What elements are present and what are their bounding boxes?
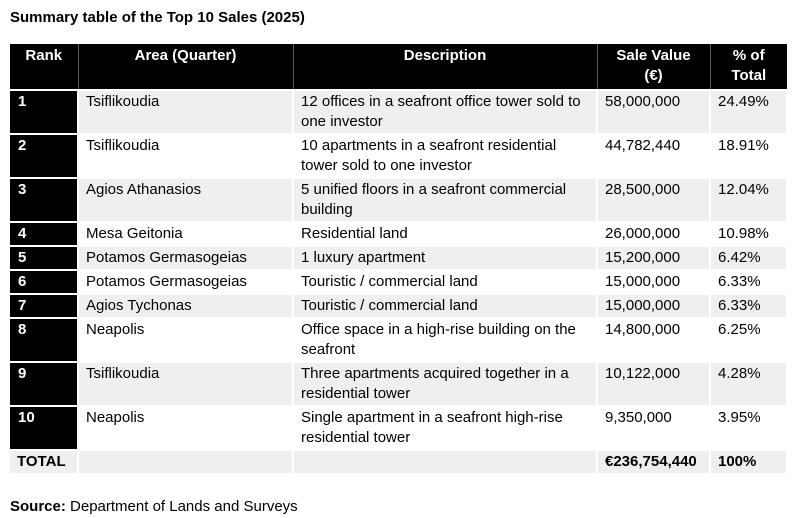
- header-description: Description: [293, 44, 598, 91]
- area-cell: Tsiflikoudia: [78, 90, 294, 135]
- rank-cell: 8: [10, 318, 79, 363]
- description-cell: Touristic / commercial land: [293, 270, 598, 295]
- total-sale-value-cell: €236,754,440: [597, 450, 711, 475]
- source-label: Source:: [10, 498, 66, 515]
- rank-cell: 9: [10, 362, 79, 407]
- rank-cell: 2: [10, 134, 79, 179]
- area-cell: Agios Tychonas: [78, 294, 294, 319]
- sale-value-cell: 15,000,000: [597, 270, 711, 295]
- table-row: 4 Mesa Geitonia Residential land 26,000,000…: [10, 222, 788, 247]
- sale-value-cell: 14,800,000: [597, 318, 711, 363]
- header-pct-line2: Total: [731, 67, 767, 84]
- sale-value-cell: 10,122,000: [597, 362, 711, 407]
- table-row: 2 Tsiflikoudia 10 apartments in a seafront…: [10, 134, 788, 179]
- description-cell: Three apartments acquired together in a …: [293, 362, 598, 407]
- total-pct-cell: 100%: [710, 450, 788, 475]
- header-sale-value-line2: (€): [644, 67, 663, 84]
- pct-cell: 3.95%: [710, 406, 788, 451]
- total-row: TOTAL €236,754,440 100%: [10, 450, 788, 475]
- description-cell: Office space in a high-rise building on …: [293, 318, 598, 363]
- rank-cell: 3: [10, 178, 79, 223]
- total-description-cell: [293, 450, 598, 475]
- sale-value-cell: 15,000,000: [597, 294, 711, 319]
- pct-cell: 10.98%: [710, 222, 788, 247]
- pct-cell: 6.25%: [710, 318, 788, 363]
- area-cell: Potamos Germasogeias: [78, 246, 294, 271]
- table-row: 8 Neapolis Office space in a high-rise bui…: [10, 318, 788, 363]
- sale-value-cell: 26,000,000: [597, 222, 711, 247]
- area-cell: Potamos Germasogeias: [78, 270, 294, 295]
- description-cell: 1 luxury apartment: [293, 246, 598, 271]
- description-cell: Single apartment in a seafront high-rise…: [293, 406, 598, 451]
- rank-cell: 6: [10, 270, 79, 295]
- table-row: 6 Potamos Germasogeias Touristic / commerc…: [10, 270, 788, 295]
- header-sale-value: Sale Value (€): [597, 44, 711, 91]
- area-cell: Tsiflikoudia: [78, 134, 294, 179]
- pct-cell: 4.28%: [710, 362, 788, 407]
- description-cell: 5 unified floors in a seafront commercia…: [293, 178, 598, 223]
- table-row: 3 Agios Athanasios 5 unified floors in a s…: [10, 178, 788, 223]
- sale-value-cell: 9,350,000: [597, 406, 711, 451]
- area-cell: Tsiflikoudia: [78, 362, 294, 407]
- rank-cell: 5: [10, 246, 79, 271]
- header-sale-value-line1: Sale Value: [616, 47, 691, 64]
- area-cell: Mesa Geitonia: [78, 222, 294, 247]
- total-area-cell: [78, 450, 294, 475]
- table-row: 10 Neapolis Single apartment in a seafront…: [10, 406, 788, 451]
- description-cell: 12 offices in a seafront office tower so…: [293, 90, 598, 135]
- page-title: Summary table of the Top 10 Sales (2025): [10, 9, 305, 26]
- rank-cell: 7: [10, 294, 79, 319]
- table-row: 1 Tsiflikoudia 12 offices in a seafront of…: [10, 90, 788, 135]
- total-label-cell: TOTAL: [10, 450, 79, 475]
- header-rank: Rank: [10, 44, 79, 91]
- pct-cell: 6.33%: [710, 294, 788, 319]
- sale-value-cell: 28,500,000: [597, 178, 711, 223]
- pct-cell: 18.91%: [710, 134, 788, 179]
- sale-value-cell: 15,200,000: [597, 246, 711, 271]
- source-note: Source: Department of Lands and Surveys: [10, 497, 800, 516]
- pct-cell: 6.42%: [710, 246, 788, 271]
- description-cell: Touristic / commercial land: [293, 294, 598, 319]
- sale-value-cell: 58,000,000: [597, 90, 711, 135]
- description-cell: 10 apartments in a seafront residential …: [293, 134, 598, 179]
- pct-cell: 6.33%: [710, 270, 788, 295]
- table-row: 7 Agios Tychonas Touristic / commercial la…: [10, 294, 788, 319]
- rank-cell: 10: [10, 406, 79, 451]
- pct-cell: 24.49%: [710, 90, 788, 135]
- header-row: Rank Area (Quarter) Description Sale Val…: [10, 44, 787, 91]
- rank-cell: 1: [10, 90, 79, 135]
- area-cell: Neapolis: [78, 318, 294, 363]
- table-row: 9 Tsiflikoudia Three apartments acquired t…: [10, 362, 788, 407]
- header-area: Area (Quarter): [78, 44, 294, 91]
- description-cell: Residential land: [293, 222, 598, 247]
- pct-cell: 12.04%: [710, 178, 788, 223]
- top-10-sales-table: Rank Area (Quarter) Description Sale Val…: [10, 44, 788, 475]
- source-text: Department of Lands and Surveys: [65, 498, 298, 515]
- header-pct-line1: % of: [732, 47, 765, 64]
- area-cell: Agios Athanasios: [78, 178, 294, 223]
- rank-cell: 4: [10, 222, 79, 247]
- table-row: 5 Potamos Germasogeias 1 luxury apartment 1…: [10, 246, 788, 271]
- header-pct-of-total: % of Total: [710, 44, 787, 91]
- area-cell: Neapolis: [78, 406, 294, 451]
- sale-value-cell: 44,782,440: [597, 134, 711, 179]
